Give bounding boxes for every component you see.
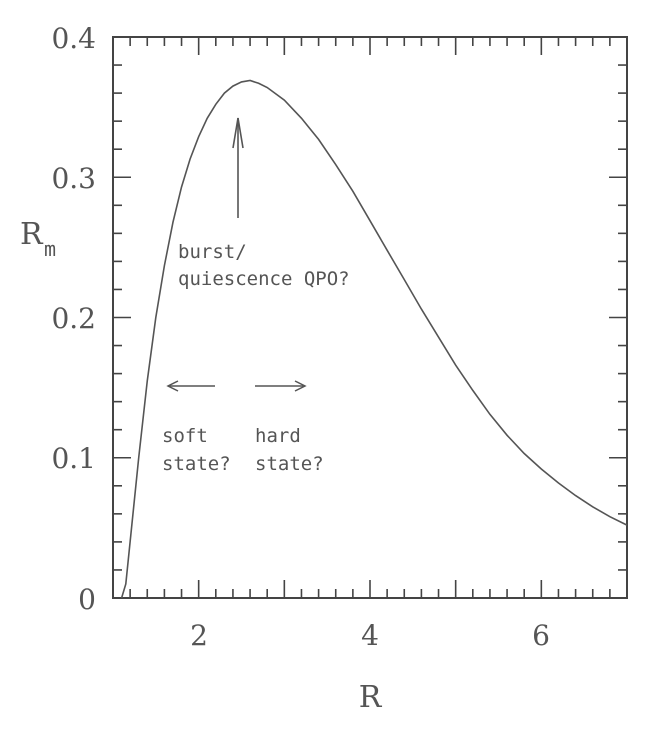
x-tick-label: 6 xyxy=(532,619,550,652)
y-tick-label: 0.4 xyxy=(51,22,96,55)
annotation-burst: burst/ xyxy=(178,241,247,263)
annotation-quiescence: quiescence QPO? xyxy=(178,268,350,290)
x-axis-label: R xyxy=(359,680,383,715)
y-axis-label-subscript: m xyxy=(44,237,56,261)
y-tick-label: 0.2 xyxy=(51,302,96,335)
plot-frame xyxy=(112,36,628,599)
axis-ticks xyxy=(112,36,628,599)
series-line xyxy=(120,79,628,599)
arrow-left-icon xyxy=(166,380,215,392)
annotation-hard: hard xyxy=(255,425,301,447)
annotation-hard-state: state? xyxy=(255,453,324,475)
y-axis-label: R xyxy=(20,217,44,252)
x-tick-label: 4 xyxy=(361,619,379,652)
y-tick-label: 0.3 xyxy=(51,162,96,195)
arrow-up-icon xyxy=(232,117,244,218)
y-tick-label: 0.1 xyxy=(51,442,96,475)
x-tick-label: 2 xyxy=(190,619,208,652)
y-tick-label: 0 xyxy=(78,583,96,616)
arrow-right-icon xyxy=(255,380,307,392)
annotation-soft: soft xyxy=(162,425,208,447)
annotation-soft-state: state? xyxy=(162,453,231,475)
